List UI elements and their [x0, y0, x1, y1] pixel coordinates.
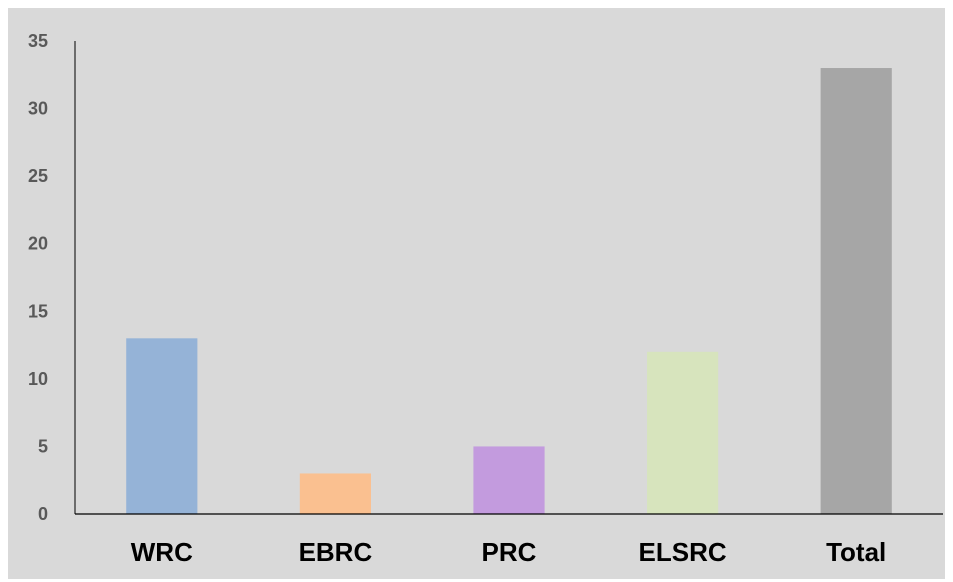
y-tick-label: 35 — [28, 31, 48, 51]
bar-total — [820, 68, 892, 515]
x-label-group: WRC EBRC PRC ELSRC Total — [131, 537, 887, 567]
y-tick-label: 15 — [28, 301, 48, 321]
x-category-label: WRC — [131, 537, 193, 567]
x-category-label: EBRC — [299, 537, 373, 567]
x-category-label: ELSRC — [639, 537, 727, 567]
bar-elsrc — [647, 351, 719, 514]
y-tick-label: 0 — [38, 504, 48, 524]
y-tick-group: 0 5 10 15 20 25 30 35 — [28, 31, 48, 524]
y-tick-label: 10 — [28, 369, 48, 389]
x-category-label: Total — [826, 537, 886, 567]
x-category-label: PRC — [482, 537, 537, 567]
y-tick-label: 5 — [38, 436, 48, 456]
y-tick-label: 20 — [28, 234, 48, 254]
bar-group — [126, 68, 892, 515]
y-tick-label: 25 — [28, 166, 48, 186]
y-tick-label: 30 — [28, 99, 48, 119]
bar-prc — [473, 446, 545, 514]
bar-wrc — [126, 338, 198, 514]
bar-ebrc — [299, 473, 371, 514]
